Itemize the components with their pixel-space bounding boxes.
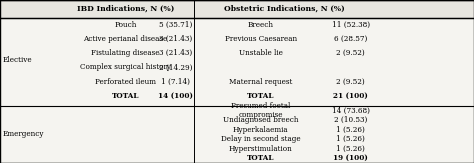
Text: IBD Indications, N (%): IBD Indications, N (%) [77, 5, 174, 13]
Text: 3 (21.43): 3 (21.43) [159, 49, 192, 57]
Text: Hyperstimulation: Hyperstimulation [229, 145, 292, 153]
Text: 14 (73.68): 14 (73.68) [332, 107, 370, 115]
Text: Unstable lie: Unstable lie [239, 49, 283, 57]
Text: 2 (10.53): 2 (10.53) [334, 116, 367, 124]
Text: Delay in second stage: Delay in second stage [221, 135, 301, 143]
Text: Maternal request: Maternal request [229, 77, 292, 86]
Text: Fistulating disease: Fistulating disease [91, 49, 160, 57]
Text: Active perianal disease: Active perianal disease [83, 35, 168, 43]
Text: TOTAL: TOTAL [247, 92, 274, 100]
Text: 1 (7.14): 1 (7.14) [161, 77, 190, 86]
Text: 11 (52.38): 11 (52.38) [332, 21, 370, 29]
Text: Hyperkalaemia: Hyperkalaemia [233, 126, 289, 134]
Text: 1 (5.26): 1 (5.26) [337, 126, 365, 134]
Text: Perforated ileum: Perforated ileum [95, 77, 156, 86]
Text: Complex surgical history: Complex surgical history [80, 63, 171, 71]
Text: Undiagnosed breech: Undiagnosed breech [223, 116, 299, 124]
Text: Elective: Elective [2, 56, 32, 64]
Text: 19 (100): 19 (100) [333, 154, 368, 162]
Text: 2 (9.52): 2 (9.52) [337, 77, 365, 86]
FancyBboxPatch shape [0, 0, 474, 18]
Text: Presumed foetal
compromise: Presumed foetal compromise [231, 102, 291, 119]
Text: Obstetric Indications, N (%): Obstetric Indications, N (%) [224, 5, 345, 13]
Text: 5 (35.71): 5 (35.71) [159, 21, 192, 29]
Text: 21 (100): 21 (100) [333, 92, 368, 100]
Text: Pouch: Pouch [114, 21, 137, 29]
Text: 3 (21.43): 3 (21.43) [159, 35, 192, 43]
Text: 14 (100): 14 (100) [158, 92, 193, 100]
Text: 2 (9.52): 2 (9.52) [337, 49, 365, 57]
Text: TOTAL: TOTAL [112, 92, 139, 100]
Text: Emergency: Emergency [2, 130, 44, 139]
Text: 1 (5.26): 1 (5.26) [337, 135, 365, 143]
Text: 6 (28.57): 6 (28.57) [334, 35, 367, 43]
Text: TOTAL: TOTAL [247, 154, 274, 162]
Text: Previous Caesarean: Previous Caesarean [225, 35, 297, 43]
Text: Breech: Breech [248, 21, 273, 29]
Text: 1 (5.26): 1 (5.26) [337, 145, 365, 153]
Text: 2 (14.29): 2 (14.29) [159, 63, 192, 71]
